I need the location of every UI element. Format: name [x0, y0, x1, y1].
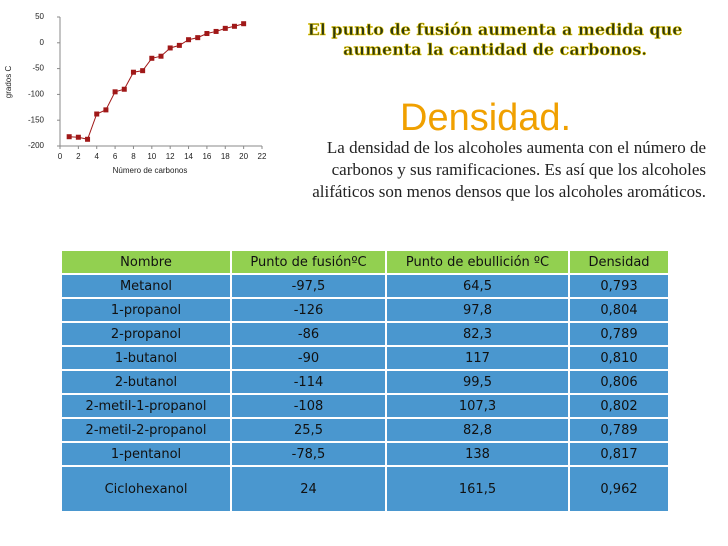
point	[213, 28, 219, 34]
chart: Número de carbonos grados C -200 -150 -100…	[4, 12, 267, 175]
table-cell: 82,3	[385, 321, 570, 347]
table-row: 2-metil-1-propanol -108 107,3 0,802	[60, 393, 670, 419]
point	[149, 55, 155, 61]
y-tick-label: -200	[28, 141, 45, 150]
table-cell: 64,5	[385, 273, 570, 299]
point	[85, 136, 91, 142]
table-cell: 0,810	[568, 345, 670, 371]
table-cell: -108	[230, 393, 387, 419]
table-row: 1-propanol -126 97,8 0,804	[60, 297, 670, 323]
table-cell: 24	[230, 465, 387, 513]
table-cell: -114	[230, 369, 387, 395]
point	[66, 134, 72, 140]
table-cell: 2-butanol	[60, 369, 232, 395]
table-row: 2-propanol -86 82,3 0,789	[60, 321, 670, 347]
table-row: 1-butanol -90 117 0,810	[60, 345, 670, 371]
heading: Densidad.	[400, 97, 572, 139]
point	[231, 23, 237, 29]
table-cell: 2-propanol	[60, 321, 232, 347]
y-tick-label: 0	[40, 38, 45, 47]
point	[176, 42, 182, 48]
point	[158, 53, 164, 59]
headline: El punto de fusión aumenta a medida que …	[307, 20, 683, 60]
table-cell: 0,802	[568, 393, 670, 419]
point	[130, 69, 136, 75]
point	[103, 107, 109, 113]
x-tick-label: 10	[147, 152, 156, 161]
table-cell: 161,5	[385, 465, 570, 513]
x-tick-label: 2	[76, 152, 81, 161]
y-tick-label: -100	[28, 90, 45, 99]
table-cell: 82,8	[385, 417, 570, 443]
x-tick-label: 18	[221, 152, 230, 161]
table-cell: 25,5	[230, 417, 387, 443]
table-cell: 1-propanol	[60, 297, 232, 323]
table-row: 2-metil-2-propanol 25,5 82,8 0,789	[60, 417, 670, 443]
point	[140, 68, 146, 74]
point	[112, 89, 118, 95]
table-row: Metanol -97,5 64,5 0,793	[60, 273, 670, 299]
table-cell: 107,3	[385, 393, 570, 419]
y-axis-label: grados C	[4, 66, 13, 99]
x-axis-label: Número de carbonos	[113, 166, 188, 175]
y-tick-label: 50	[35, 12, 44, 21]
table-row: 1-pentanol -78,5 138 0,817	[60, 441, 670, 467]
table-cell: 0,789	[568, 417, 670, 443]
header-cell: Nombre	[60, 249, 232, 275]
paragraph: La densidad de los alcoholes aumenta con…	[312, 138, 706, 201]
point	[195, 35, 201, 41]
point	[204, 31, 210, 37]
y-tick-label: -150	[28, 115, 45, 124]
x-tick-label: 14	[184, 152, 193, 161]
x-tick-label: 0	[58, 152, 63, 161]
point	[94, 111, 100, 117]
header-cell: Densidad	[568, 249, 670, 275]
x-tick-label: 6	[113, 152, 118, 161]
series-line	[69, 23, 244, 140]
point	[222, 25, 228, 31]
table-cell: 0,806	[568, 369, 670, 395]
header-row: Nombre Punto de fusiónºC Punto de ebullici…	[60, 249, 670, 275]
x-tick-label: 12	[166, 152, 175, 161]
table-cell: -90	[230, 345, 387, 371]
point	[75, 134, 81, 140]
header-cell: Punto de fusiónºC	[230, 249, 387, 275]
x-tick-label: 8	[131, 152, 136, 161]
table-cell: 0,817	[568, 441, 670, 467]
table-cell: Metanol	[60, 273, 232, 299]
y-tick-label: -50	[32, 64, 44, 73]
table-cell: 0,793	[568, 273, 670, 299]
table-cell: 97,8	[385, 297, 570, 323]
table-cell: -86	[230, 321, 387, 347]
table-row: Ciclohexanol 24 161,5 0,962	[60, 465, 670, 513]
table-cell: 0,962	[568, 465, 670, 513]
x-tick-label: 4	[95, 152, 100, 161]
data-table: Nombre Punto de fusiónºC Punto de ebullici…	[60, 249, 670, 513]
point	[186, 37, 192, 43]
table-cell: 138	[385, 441, 570, 467]
table-cell: 2-metil-1-propanol	[60, 393, 232, 419]
table-cell: 0,789	[568, 321, 670, 347]
header-cell: Punto de ebullición ºC	[385, 249, 570, 275]
table-cell: -126	[230, 297, 387, 323]
table-cell: 117	[385, 345, 570, 371]
table-row: 2-butanol -114 99,5 0,806	[60, 369, 670, 395]
point	[241, 21, 247, 27]
table-cell: -97,5	[230, 273, 387, 299]
table-cell: -78,5	[230, 441, 387, 467]
table-cell: 2-metil-2-propanol	[60, 417, 232, 443]
table-cell: 0,804	[568, 297, 670, 323]
table-cell: 1-butanol	[60, 345, 232, 371]
point	[121, 86, 127, 92]
table-cell: 1-pentanol	[60, 441, 232, 467]
x-tick-label: 22	[258, 152, 267, 161]
x-tick-label: 20	[239, 152, 248, 161]
point	[167, 45, 173, 51]
x-tick-label: 16	[202, 152, 211, 161]
table-cell: Ciclohexanol	[60, 465, 232, 513]
table-cell: 99,5	[385, 369, 570, 395]
